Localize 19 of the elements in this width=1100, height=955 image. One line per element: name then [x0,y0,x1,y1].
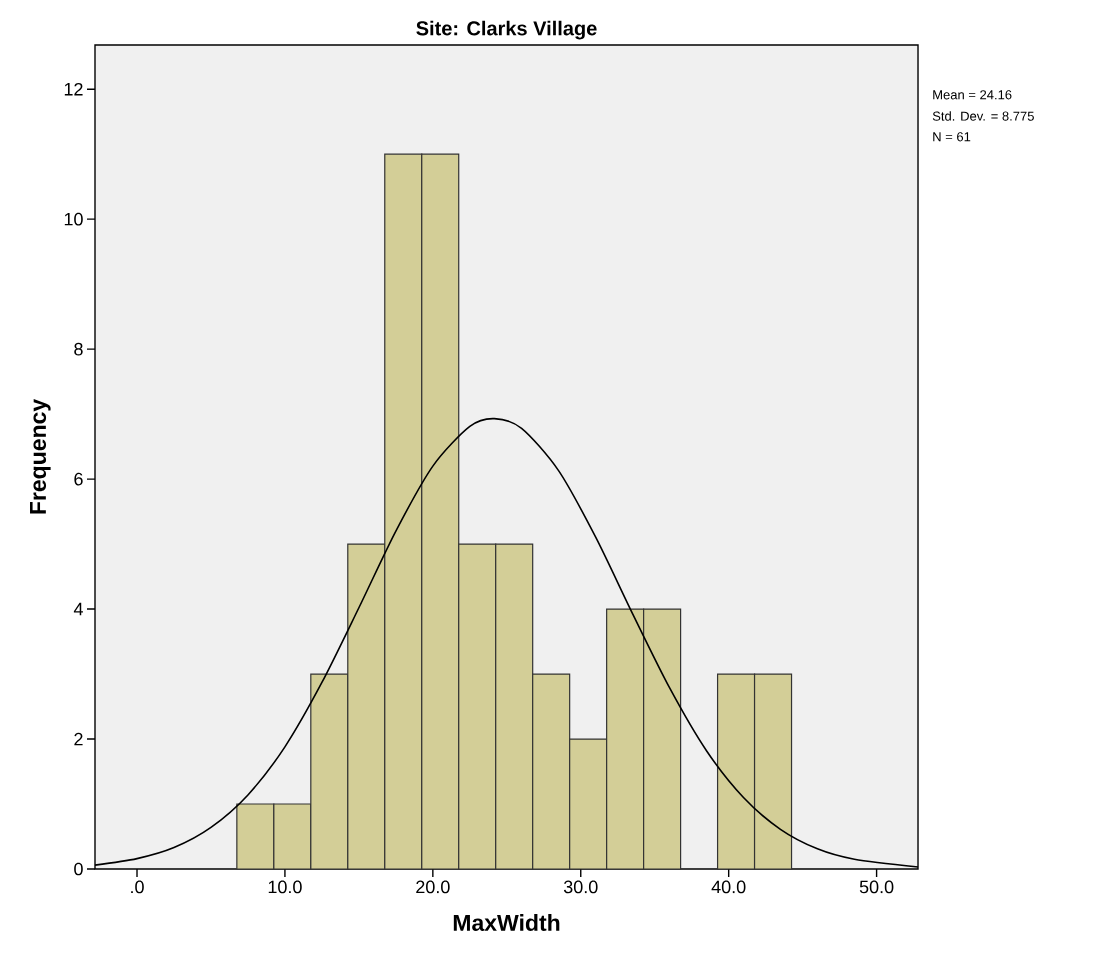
x-tick-label: 40.0 [711,880,746,894]
y-axis-title: Frequency [30,398,51,514]
y-tick-label: 6 [74,472,83,486]
y-tick-label: 12 [64,82,83,96]
y-tick-label: 0 [74,862,83,876]
text: Std. Dev. = 8.775 [932,111,1034,121]
y-tick-label: 2 [74,732,83,746]
y-tick-label: 10 [64,212,83,226]
y-tick-label: 8 [74,342,83,356]
text: N = 61 [933,132,971,142]
x-tick-label: 20.0 [416,880,450,894]
y-tick-label: 4 [73,602,83,616]
x-tick-label: 10.0 [268,880,302,894]
text: Mean = 24.16 [933,90,1012,100]
x-tick-label: 50.0 [859,880,894,894]
chart-title: Site: Clarks Village [416,20,597,40]
x-axis-title: MaxWidth [453,914,560,931]
x-tick-label: .0 [131,880,144,894]
x-tick-label: 30.0 [563,880,598,894]
